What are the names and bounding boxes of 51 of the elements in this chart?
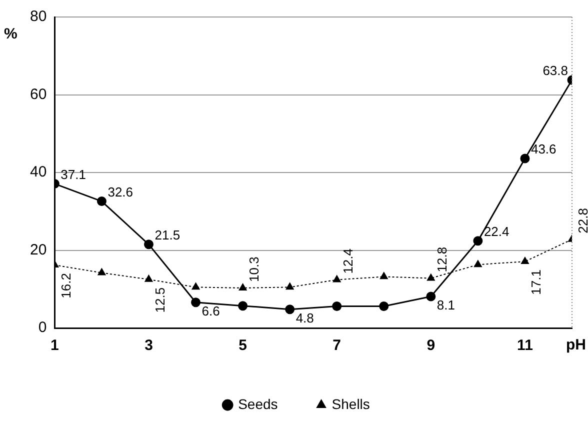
point	[238, 283, 247, 290]
point	[379, 301, 389, 311]
data-label: 6.6	[202, 303, 220, 318]
data-label: 22.8	[576, 208, 588, 234]
point	[96, 196, 106, 206]
data-label: 12.8	[434, 246, 450, 272]
data-label: 17.1	[528, 270, 544, 295]
legend-label: Seeds	[238, 396, 278, 412]
data-label: 12.4	[340, 248, 356, 274]
x-tick-label: 5	[238, 337, 247, 354]
y-tick-label: 40	[30, 164, 47, 181]
data-label: 37.1	[60, 166, 86, 182]
y-tick-label: 20	[30, 241, 47, 258]
data-label: 4.8	[296, 310, 314, 326]
point	[426, 292, 436, 302]
point	[285, 304, 295, 314]
point	[192, 282, 200, 290]
point	[521, 257, 529, 264]
point	[144, 240, 154, 250]
x-tick-label: 9	[426, 337, 436, 354]
data-label: 63.8	[542, 63, 568, 78]
point	[286, 282, 294, 290]
data-label: 10.3	[246, 256, 262, 282]
point	[520, 154, 530, 164]
point	[332, 275, 341, 282]
point	[144, 274, 153, 282]
x-tick-label: 3	[144, 337, 153, 354]
point	[191, 298, 201, 308]
x-axis-title: pH	[566, 336, 586, 354]
point	[332, 301, 342, 311]
x-tick-label: 11	[517, 337, 533, 354]
y-tick-label: 60	[30, 86, 47, 103]
point	[380, 272, 388, 280]
data-label: 32.6	[108, 184, 134, 200]
y-tick-label: 0	[38, 319, 47, 336]
point	[98, 268, 106, 276]
data-label: 12.5	[152, 287, 168, 313]
point	[238, 301, 248, 311]
data-label: 16.2	[58, 273, 74, 298]
point	[473, 236, 483, 246]
data-label: 43.6	[530, 142, 556, 157]
data-label: 21.5	[154, 227, 180, 242]
legend-label: Shells	[332, 396, 370, 412]
x-tick-label: 1	[50, 337, 59, 354]
y-tick-label: 80	[30, 8, 47, 26]
x-tick-label: 7	[332, 337, 342, 354]
data-label: 22.4	[484, 224, 510, 239]
point	[474, 260, 482, 268]
y-axis-title: %	[4, 26, 18, 43]
data-label: 8.1	[436, 298, 455, 313]
point	[426, 274, 435, 281]
